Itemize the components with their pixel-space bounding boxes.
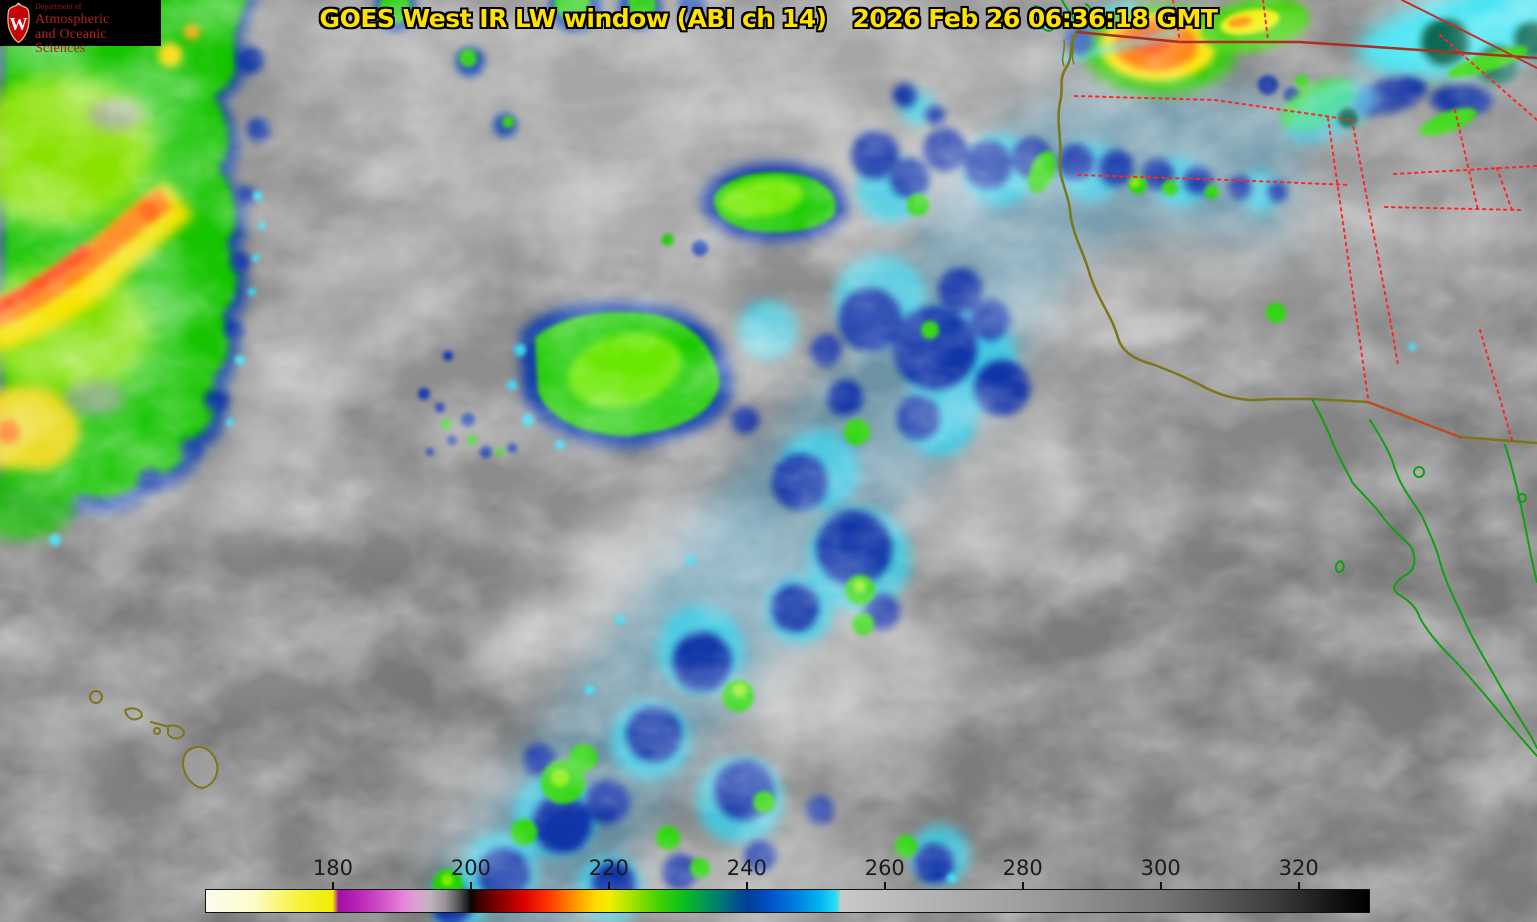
us-canada-border [1075,30,1537,60]
logo-name-line2: and Oceanic Sciences [35,27,107,56]
svg-text:W: W [10,14,28,34]
uw-aos-logo: W Department of Atmospheric and Oceanic … [0,0,161,56]
temperature-colorbar: 180 200 220 240 260 280 300 320 [205,856,1370,913]
mexico-coastline [1311,398,1537,757]
puget-sound-detail [1061,35,1075,67]
logo-department-line: Department of [35,2,82,11]
colorbar-tick-label: 320 [1278,856,1319,880]
logo-text: Department of Atmospheric and Oceanic Sc… [35,2,161,56]
colorbar-tick [331,882,334,889]
colorbar-tick-label: 260 [864,856,905,880]
map-overlays [89,0,1537,789]
logo-name-line1: Atmospheric [35,12,110,27]
state-borders [1074,0,1537,441]
timestamp: 2026 Feb 26 06:36:18 GMT [852,4,1218,33]
colorbar-tick [607,882,610,889]
colorbar-tick-label: 220 [588,856,629,880]
colorbar-tick [883,882,886,889]
colorbar-tick-label: 240 [726,856,767,880]
bc-alberta-border [1401,0,1537,69]
colorbar-tick [1021,882,1024,889]
colorbar-tick-label: 180 [312,856,353,880]
colorbar-tick-label: 200 [450,856,491,880]
colorbar-tick [745,882,748,889]
uw-crest-icon: W [7,2,30,44]
colorbar-tick [469,882,472,889]
colorbar-tick-label: 280 [1002,856,1043,880]
hawaii-islands-outline [89,690,219,789]
us-coastline [1057,30,1314,402]
product-title: GOES West IR LW window (ABI ch 14) [319,4,827,33]
colorbar-tick [1297,882,1300,889]
image-title-bar: GOES West IR LW window (ABI ch 14) 2026 F… [0,4,1537,33]
colorbar-tick [1159,882,1162,889]
canada-coastline [1034,0,1095,33]
colorbar-tick-label: 300 [1140,856,1181,880]
